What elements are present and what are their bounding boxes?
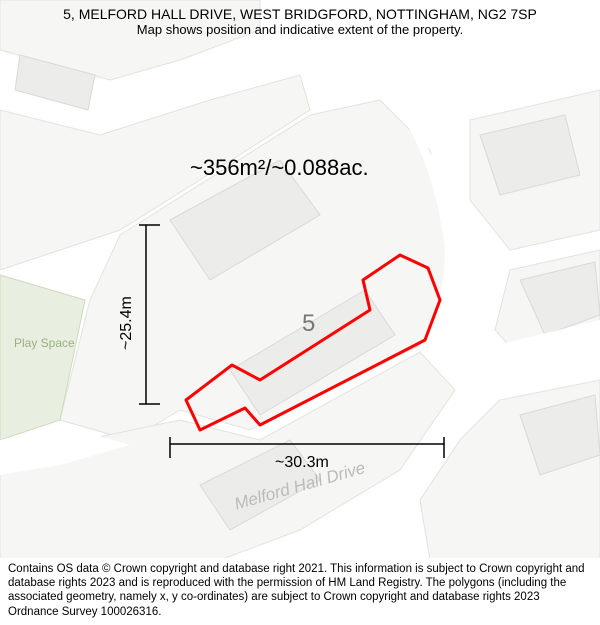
width-dimension-label: ~30.3m <box>275 454 329 472</box>
page-title: 5, MELFORD HALL DRIVE, WEST BRIDGFORD, N… <box>10 6 590 22</box>
area-label: ~356m²/~0.088ac. <box>190 155 369 181</box>
height-dimension-label: ~25.4m <box>118 296 136 350</box>
header: 5, MELFORD HALL DRIVE, WEST BRIDGFORD, N… <box>0 0 600 39</box>
page-subtitle: Map shows position and indicative extent… <box>10 22 590 37</box>
play-space-label: Play Space <box>14 336 75 350</box>
copyright-footer: Contains OS data © Crown copyright and d… <box>0 558 600 625</box>
plot-number: 5 <box>302 310 315 338</box>
